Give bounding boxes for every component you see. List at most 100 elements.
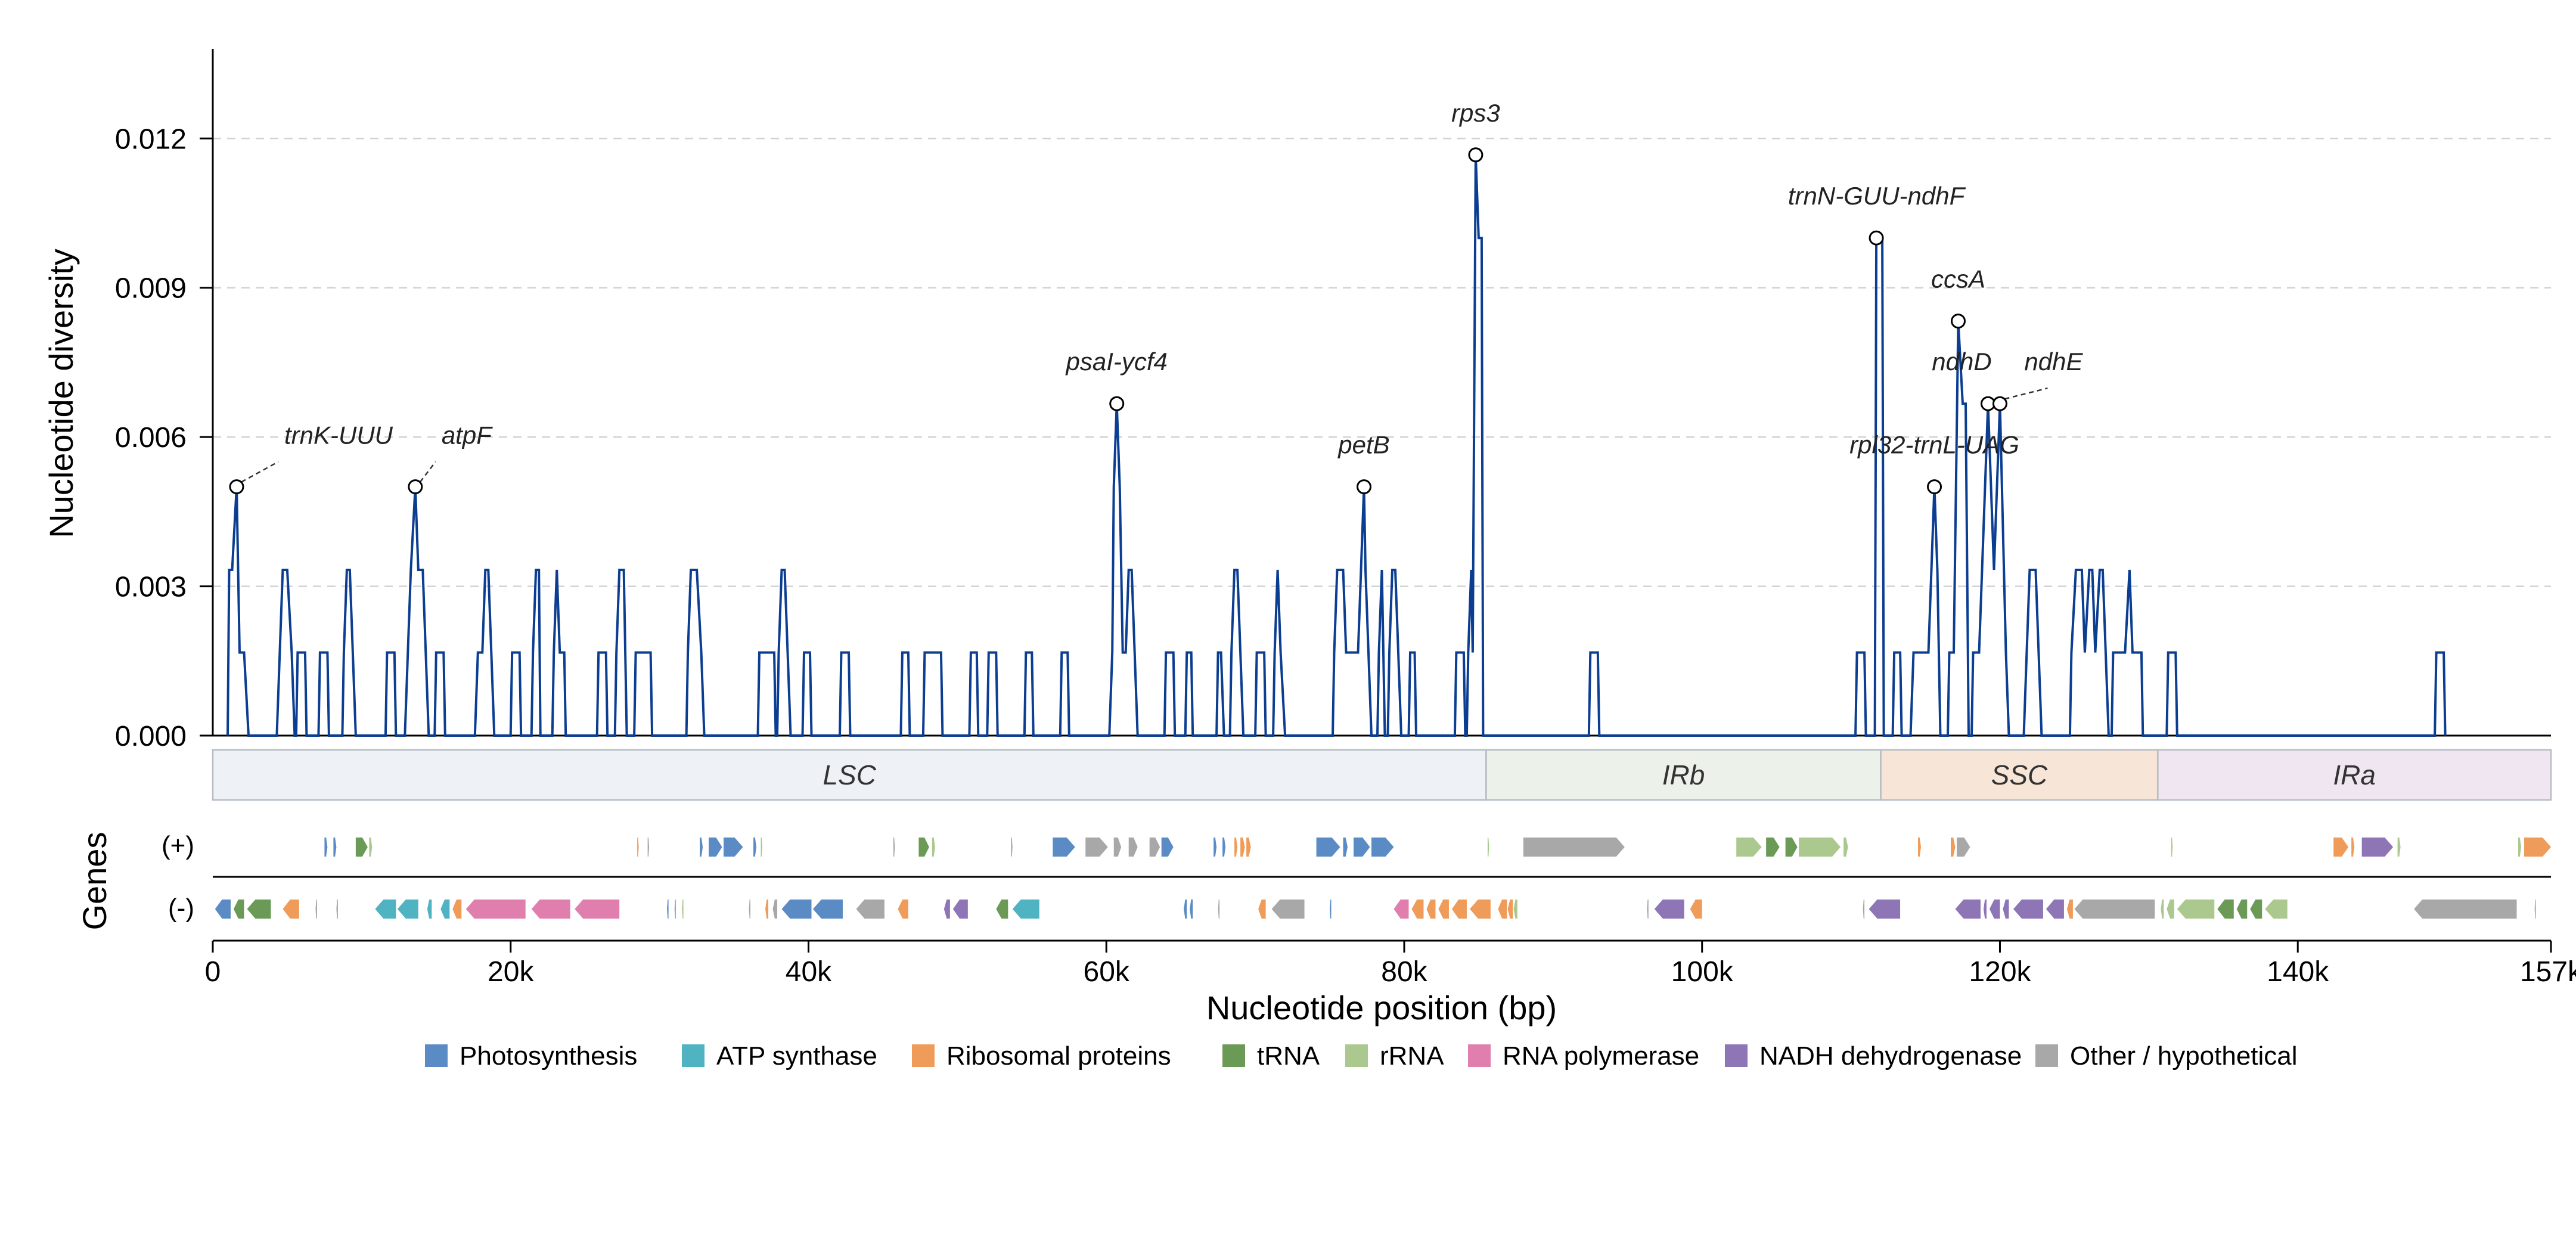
gene-ribo xyxy=(2333,838,2349,857)
gene-ribo xyxy=(1240,838,1245,857)
gene-rnap xyxy=(575,900,620,919)
plus-strand-label: (+) xyxy=(162,831,194,860)
gene-rrna xyxy=(2397,838,2401,857)
region-ssc xyxy=(1880,749,2159,801)
x-tick-label: 120k xyxy=(1969,956,2031,988)
gene-ndh xyxy=(1654,900,1684,919)
gene-photo xyxy=(724,838,743,857)
region-label: SSC xyxy=(1991,759,2048,790)
peak-marker xyxy=(1951,314,1966,329)
gene-trna xyxy=(996,900,1008,919)
gene-ndh xyxy=(1955,900,1981,919)
peak-label: ndhE xyxy=(2024,348,2083,376)
peak-marker xyxy=(1992,396,2007,411)
peak-label: trnN-GUU-ndhF xyxy=(1788,182,1966,210)
peak-marker xyxy=(1357,479,1372,495)
gene-ndh xyxy=(1869,900,1901,919)
legend-label: NADH dehydrogenase xyxy=(1759,1041,2022,1071)
gene-ndh xyxy=(2046,900,2064,919)
gene-ndh xyxy=(1989,900,2000,919)
gene-trna xyxy=(233,900,244,919)
gene-other xyxy=(893,838,895,857)
tick-labels: 0.000 0.003 0.006 0.009 0.012 0 20k 40k 60k 80k 10… xyxy=(115,123,2576,988)
gene-other xyxy=(1085,838,1108,857)
gene-rrna xyxy=(2265,900,2288,919)
region-lsc xyxy=(212,749,1487,801)
y-tick-label: 0.000 xyxy=(115,721,187,752)
peak-label: trnK-UUU xyxy=(284,421,393,449)
gene-ndh xyxy=(1983,900,1987,919)
gene-atp xyxy=(397,900,418,919)
region-ira xyxy=(2157,749,2552,801)
gene-ribo xyxy=(1234,838,1238,857)
gene-tracks xyxy=(213,838,2551,919)
gene-ndh xyxy=(952,900,968,919)
gene-ribo xyxy=(1426,900,1436,919)
gene-photo xyxy=(324,838,328,857)
gene-trna xyxy=(247,900,271,919)
gene-other xyxy=(336,900,338,919)
gene-rrna xyxy=(2171,838,2173,857)
gene-rnap xyxy=(465,900,526,919)
y-tick-label: 0.012 xyxy=(115,123,187,155)
peak-marker xyxy=(1927,479,1942,495)
minus-strand-label: (-) xyxy=(168,894,194,923)
gene-ndh xyxy=(2013,900,2043,919)
region-label: IRb xyxy=(1662,759,1705,790)
gene-rrna xyxy=(2161,900,2164,919)
peak-label: atpF xyxy=(442,421,493,449)
x-tick-label: 140k xyxy=(2267,956,2329,988)
gene-photo xyxy=(1222,838,1226,857)
gene-ribo xyxy=(452,900,462,919)
peak-leader-line xyxy=(419,461,436,483)
gene-other xyxy=(2414,900,2517,919)
gene-ribo xyxy=(1469,900,1491,919)
peak-marker xyxy=(1468,147,1483,163)
legend: Photosynthesis ATP synthase Ribosomal prot… xyxy=(425,1041,2298,1071)
region-label: LSC xyxy=(823,759,876,790)
y-axis-title: Nucleotide diversity xyxy=(42,249,80,538)
diversity-line xyxy=(226,154,2447,737)
gene-other xyxy=(856,900,884,919)
gene-atp xyxy=(427,900,432,919)
gene-ribo xyxy=(1498,900,1507,919)
legend-label: RNA polymerase xyxy=(1503,1041,1699,1071)
x-tick-label: 20k xyxy=(488,956,534,988)
gene-rrna xyxy=(1487,838,1489,857)
region-bar: LSC IRb SSC IRa xyxy=(212,749,2552,801)
legend-swatch-atp xyxy=(682,1044,704,1067)
gene-photo xyxy=(1190,900,1193,919)
gene-rrna xyxy=(2518,838,2522,857)
gene-photo xyxy=(215,900,231,919)
gene-photo xyxy=(1316,838,1340,857)
gene-other xyxy=(315,900,317,919)
gene-photo xyxy=(1053,838,1075,857)
gene-trna xyxy=(355,838,368,857)
gene-photo xyxy=(1161,838,1174,857)
gene-photo xyxy=(812,900,843,919)
peak-annotations: trnK-UUU atpF psaI-ycf4 petB rps3 trnN-GUU-nd… xyxy=(229,99,2083,495)
gene-ribo xyxy=(1507,900,1513,919)
gene-ribo xyxy=(1246,838,1251,857)
gene-other xyxy=(1523,838,1625,857)
legend-swatch-other xyxy=(2035,1044,2058,1067)
x-tick-label: 80k xyxy=(1381,956,1427,988)
gene-other xyxy=(674,900,676,919)
peak-leader-line xyxy=(241,461,279,483)
peak-label: petB xyxy=(1337,431,1389,459)
gene-photo xyxy=(1371,838,1394,857)
x-tick-label: 157k xyxy=(2520,956,2576,988)
gene-rrna xyxy=(369,838,373,857)
peak-label: psaI-ycf4 xyxy=(1065,348,1168,376)
gene-ribo xyxy=(2351,838,2355,857)
gene-other xyxy=(1957,838,1970,857)
peak-leader-line xyxy=(2004,387,2048,400)
peak-marker xyxy=(1109,396,1125,411)
gene-ribo xyxy=(637,838,639,857)
x-tick-label: 0 xyxy=(205,956,221,988)
gene-photo xyxy=(753,838,757,857)
peak-marker xyxy=(408,479,423,495)
gene-trna xyxy=(2217,900,2234,919)
x-tick-label: 100k xyxy=(1671,956,1734,988)
gene-photo xyxy=(1343,838,1348,857)
